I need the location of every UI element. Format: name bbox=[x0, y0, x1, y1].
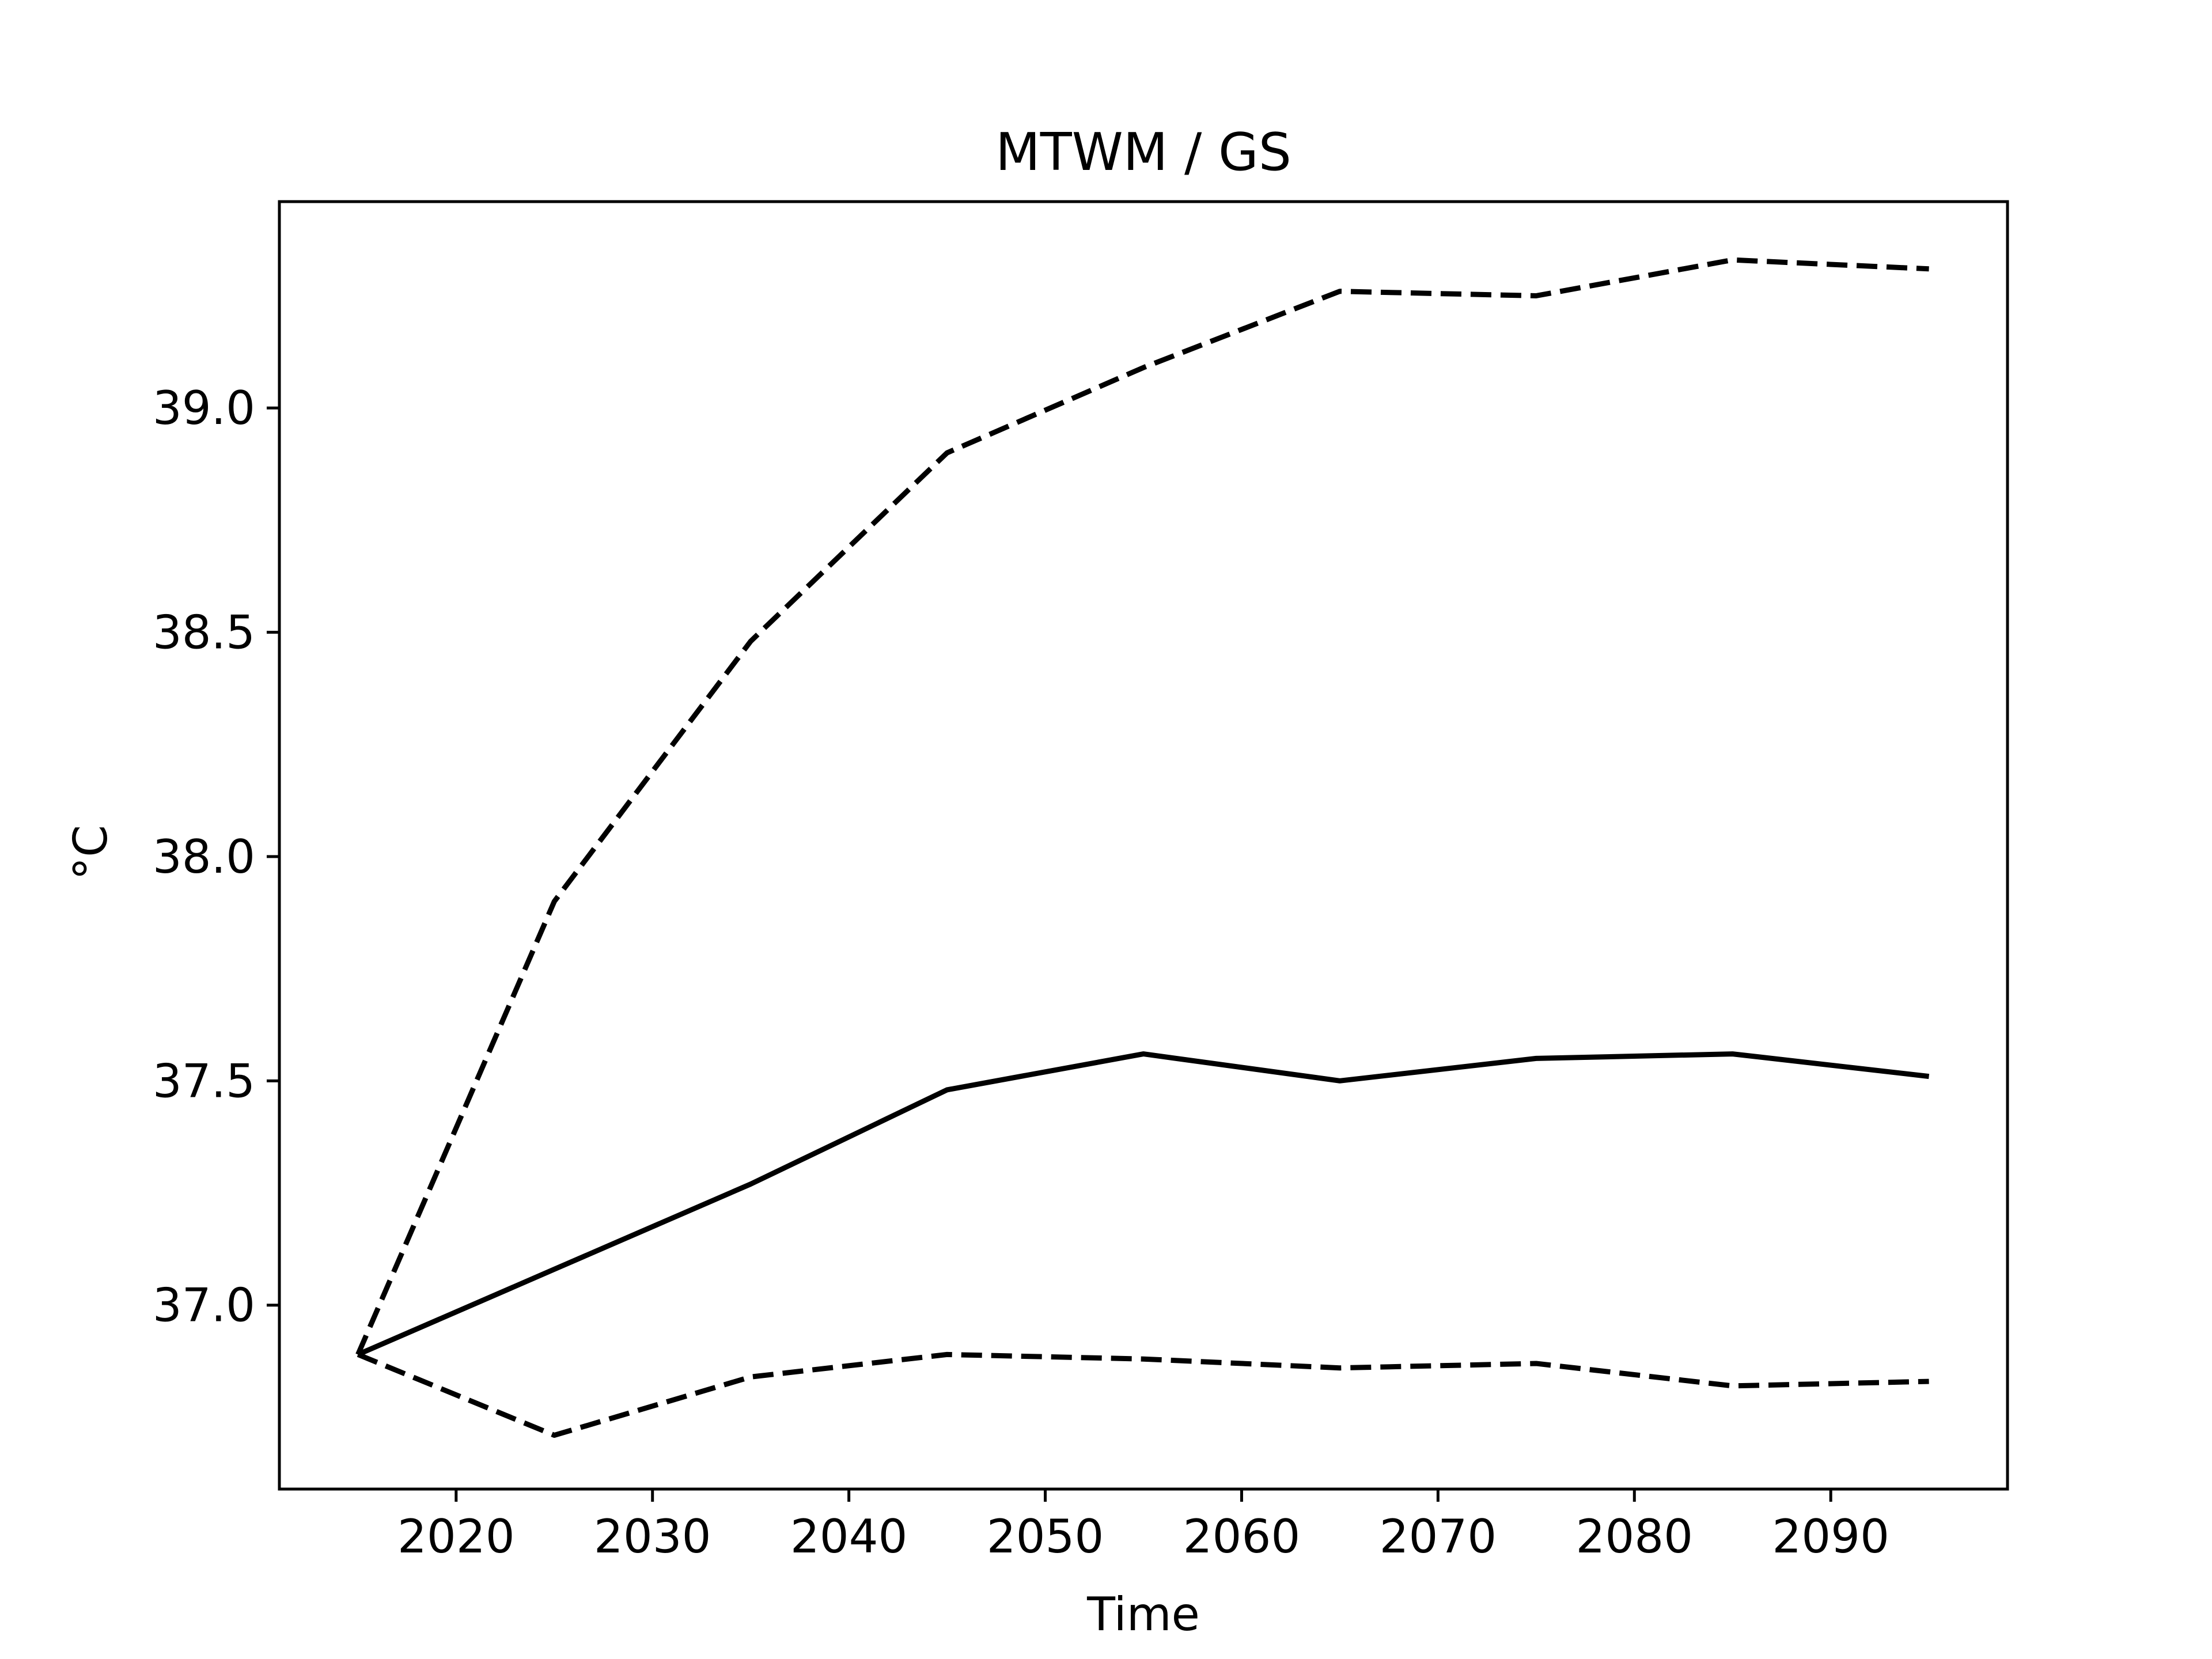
x-axis: 2020 2030 2040 2050 2060 2070 2080 2090 bbox=[397, 1489, 1889, 1563]
chart-title: MTWM / GS bbox=[995, 122, 1291, 183]
x-tick-label: 2050 bbox=[987, 1510, 1104, 1563]
x-tick-label: 2060 bbox=[1183, 1510, 1301, 1563]
x-tick-label: 2020 bbox=[397, 1510, 515, 1563]
series-line-3-dashed bbox=[357, 1351, 1929, 1438]
series-line-2-solid bbox=[357, 1051, 1930, 1357]
y-tick-label: 38.5 bbox=[153, 606, 255, 660]
y-tick-label: 37.0 bbox=[153, 1279, 255, 1332]
y-tick-label: 38.0 bbox=[153, 830, 255, 884]
x-axis-label: Time bbox=[1086, 1588, 1200, 1641]
y-axis: 37.0 37.5 38.0 38.5 39.0 bbox=[153, 381, 279, 1332]
y-tick-label: 39.0 bbox=[153, 381, 255, 435]
y-axis-label: °C bbox=[64, 825, 118, 880]
x-tick-label: 2070 bbox=[1380, 1510, 1497, 1563]
plot-area bbox=[355, 257, 1930, 1438]
x-tick-label: 2080 bbox=[1575, 1510, 1693, 1563]
plot-frame bbox=[278, 200, 2009, 1491]
x-tick-label: 2030 bbox=[594, 1510, 711, 1563]
x-tick-label: 2090 bbox=[1772, 1510, 1889, 1563]
x-tick-label: 2040 bbox=[790, 1510, 908, 1563]
series-line-1-dashed bbox=[355, 257, 1929, 1356]
y-tick-label: 37.5 bbox=[153, 1054, 255, 1108]
